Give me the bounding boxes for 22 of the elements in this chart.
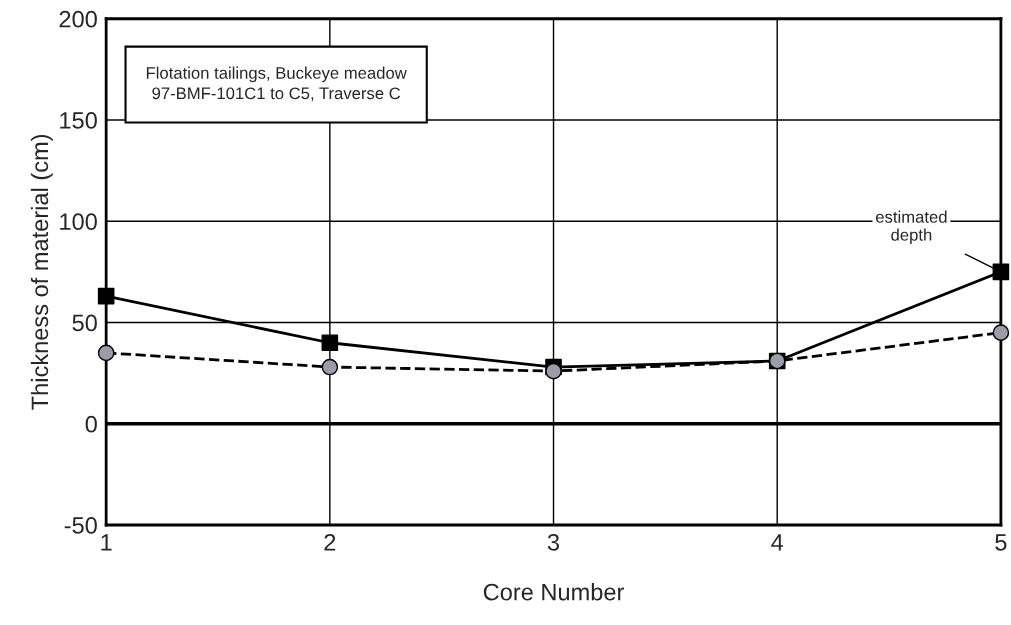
x-tick-label: 1	[101, 534, 112, 551]
point	[545, 362, 562, 380]
y-tick-label: 0	[85, 415, 97, 433]
point	[321, 358, 339, 376]
point	[97, 287, 115, 305]
y-tick-label: 200	[59, 10, 97, 28]
x-axis-title: Core Number	[483, 583, 624, 601]
point	[97, 344, 115, 362]
x-tick-label: 3	[547, 533, 560, 551]
annotation: Flotation tailings, Buckeye meadow 97-BMF-101C1 to C5, Traverse C	[146, 66, 407, 102]
point	[992, 263, 1010, 281]
x-tick-label: 2	[324, 533, 336, 551]
y-axis-title: Thickness of material (cm)	[30, 134, 53, 410]
y-tick-label: -50	[64, 517, 97, 534]
x-tick-label: 4	[771, 534, 784, 551]
x-tick-label: 5	[995, 534, 1007, 551]
y-tick-label: 150	[60, 112, 97, 129]
y-tick-label: 50	[72, 314, 97, 332]
point	[321, 334, 339, 352]
annotation: estimated depth	[876, 210, 947, 245]
y-tick-label: 100	[60, 213, 97, 231]
point	[992, 324, 1010, 341]
